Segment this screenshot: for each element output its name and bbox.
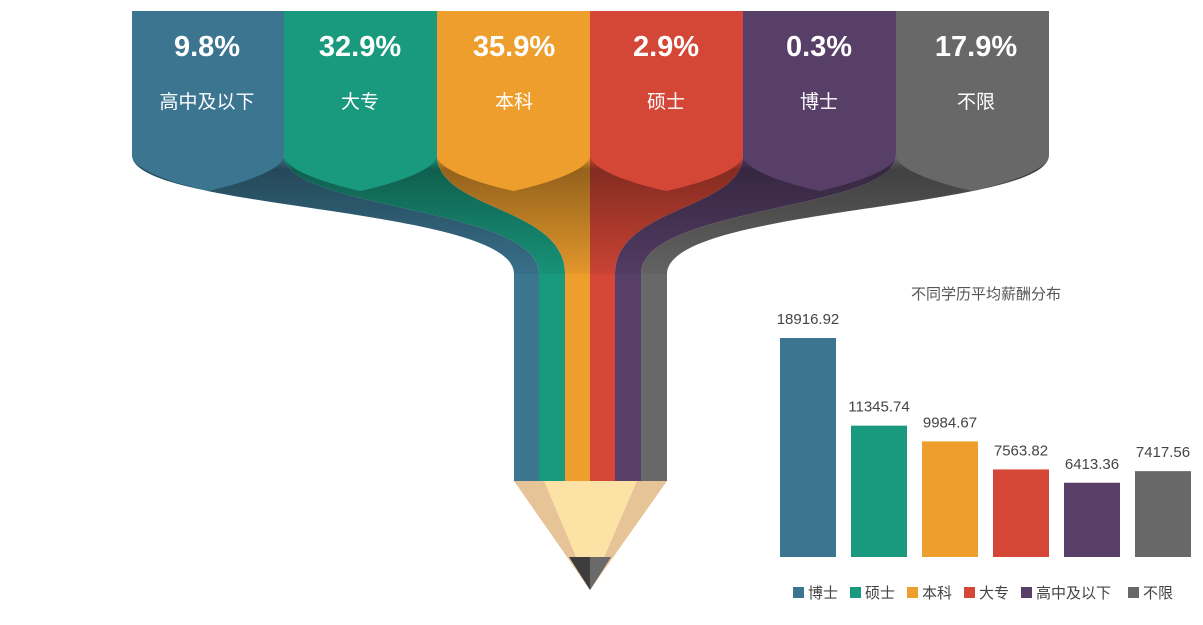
legend-swatch-bachelor: [907, 587, 918, 598]
legend-label-junior-college: 大专: [979, 584, 1009, 602]
funnel-label-junior-college: 大专: [341, 91, 379, 113]
bar-unlimited: [1135, 471, 1191, 557]
legend-swatch-doctor: [793, 587, 804, 598]
legend-label-high-school: 高中及以下: [1036, 584, 1111, 602]
funnel-segment-high-school: [132, 11, 539, 481]
legend-item-junior-college: 大专: [964, 584, 1009, 602]
funnel-label-bachelor: 本科: [495, 91, 533, 113]
legend-item-bachelor: 本科: [907, 584, 952, 602]
legend-label-bachelor: 本科: [922, 584, 952, 602]
legend-swatch-master: [850, 587, 861, 598]
funnel-percent-high-school: 9.8%: [174, 31, 240, 63]
bar-value-label-bachelor: 9984.67: [923, 414, 977, 431]
funnel-percent-junior-college: 32.9%: [319, 31, 401, 63]
legend-label-doctor: 博士: [808, 584, 838, 602]
legend-item-doctor: 博士: [793, 584, 838, 602]
funnel-percent-bachelor: 35.9%: [473, 31, 555, 63]
bar-chart-legend: 博士 硕士 本科 大专 高中及以下 不限: [793, 584, 1173, 602]
bar-high-school: [1064, 482, 1120, 557]
legend-item-high-school: 高中及以下: [1021, 584, 1111, 602]
funnel-label-doctor: 博士: [800, 91, 838, 113]
pencil-tip: [514, 481, 667, 590]
funnel-segment-unlimited: [641, 11, 1049, 481]
funnel-percent-doctor: 0.3%: [786, 31, 852, 63]
bar-junior-college: [993, 469, 1049, 557]
legend-item-unlimited: 不限: [1128, 584, 1173, 602]
funnel-segment-junior-college: [284, 11, 565, 481]
bar-value-label-high-school: 6413.36: [1065, 456, 1119, 473]
funnel-percent-master: 2.9%: [633, 31, 699, 63]
legend-item-master: 硕士: [850, 584, 895, 602]
funnel-label-master: 硕士: [647, 91, 685, 113]
funnel-label-unlimited: 不限: [957, 91, 995, 113]
funnel-label-high-school: 高中及以下: [159, 91, 254, 113]
funnel-percent-unlimited: 17.9%: [935, 31, 1017, 63]
bar-value-label-master: 11345.74: [848, 399, 909, 416]
legend-swatch-unlimited: [1128, 587, 1139, 598]
legend-swatch-high-school: [1021, 587, 1032, 598]
bar-doctor: [780, 338, 836, 557]
legend-swatch-junior-college: [964, 587, 975, 598]
bar-master: [851, 425, 907, 557]
bar-bachelor: [922, 441, 978, 557]
bar-value-label-junior-college: 7563.82: [994, 442, 1048, 459]
legend-label-unlimited: 不限: [1143, 584, 1173, 602]
salary-bar-chart: 不同学历平均薪酬分布 18916.92 11345.74 9984.67 7563.8…: [777, 285, 1191, 602]
funnel-segment-bachelor: [437, 11, 590, 481]
funnel-segment-master: [590, 11, 743, 481]
bar-value-label-doctor: 18916.92: [777, 311, 840, 328]
funnel-segment-doctor: [615, 11, 896, 481]
bar-value-label-unlimited: 7417.56: [1136, 444, 1190, 461]
legend-label-master: 硕士: [865, 584, 895, 602]
bar-chart-title: 不同学历平均薪酬分布: [911, 285, 1061, 303]
